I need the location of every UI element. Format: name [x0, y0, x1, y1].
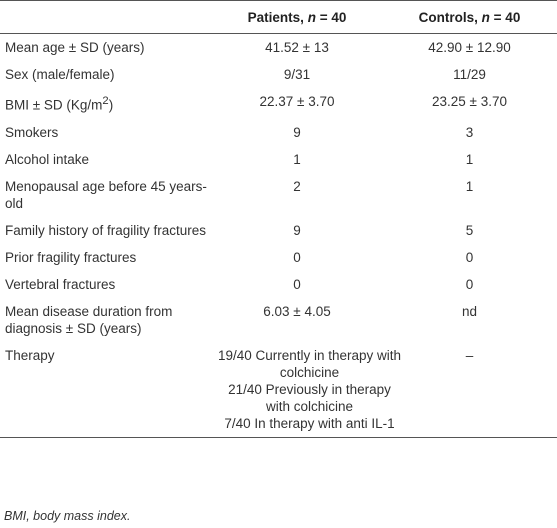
table-row: Alcohol intake 1 1: [0, 146, 557, 173]
table-row: Prior fragility fractures 0 0: [0, 244, 557, 271]
table-body: Mean age ± SD (years) 41.52 ± 13 42.90 ± 1…: [0, 34, 557, 438]
table-cell: 22.37 ± 3.70: [259, 94, 335, 109]
table-row: Family history of fragility fractures 9 5: [0, 217, 557, 244]
table-cell: 41.52 ± 13: [265, 40, 329, 55]
header-row: Patients, n = 40 Controls, n = 40: [0, 0, 557, 34]
table-cell: 9/31: [283, 67, 311, 82]
table-row: Smokers 9 3: [0, 119, 557, 146]
cell-line: 7/40 In therapy with anti IL-1: [224, 415, 395, 431]
header-text: = 40: [489, 9, 521, 25]
table-row: Mean disease duration from diagnosis ± S…: [0, 298, 557, 342]
table-cell: 0: [293, 276, 301, 292]
header-text: Patients,: [247, 9, 308, 25]
table-cell: 0: [465, 276, 474, 292]
table-cell: 23.25 ± 3.70: [432, 94, 507, 109]
data-table: Patients, n = 40 Controls, n = 40 Mean a…: [0, 0, 557, 438]
header-text: Controls,: [418, 9, 482, 25]
table-cell: Mean age ± SD (years): [5, 40, 145, 55]
header-text: n: [481, 9, 490, 25]
cell-text: 2: [102, 95, 109, 107]
table-cell: 3: [465, 124, 474, 140]
table-cell: 9: [293, 124, 301, 140]
table-cell: 1: [465, 151, 474, 167]
table-cell: Prior fragility fractures: [5, 249, 137, 265]
cell-line: 21/40 Previously in therapy with colchic…: [228, 381, 391, 414]
cell-text: BMI ± SD (Kg/m: [5, 97, 103, 113]
table-cell: –: [465, 347, 474, 363]
table-cell: BMI ± SD (Kg/m2): [0, 88, 212, 119]
table-row: Therapy 19/40 Currently in therapy with c…: [0, 342, 557, 438]
table-row: Mean age ± SD (years) 41.52 ± 13 42.90 ± 1…: [0, 34, 557, 62]
table-cell: 0: [293, 249, 301, 265]
table-cell: 0: [465, 249, 474, 265]
table-cell: 2: [293, 178, 301, 194]
table-cell: Therapy: [5, 347, 55, 363]
table-cell: 1: [293, 151, 301, 167]
header-cell: Controls, n = 40: [382, 1, 557, 34]
table-cell: Sex (male/female): [5, 67, 115, 82]
table-cell: 19/40 Currently in therapy with colchici…: [212, 342, 401, 438]
header-text: n: [307, 9, 316, 25]
table-cell: 42.90 ± 12.90: [428, 40, 511, 55]
table-cell: 9: [293, 222, 301, 238]
header-cell: [0, 1, 212, 34]
header-text: = 40: [315, 9, 347, 25]
cell-line: 19/40 Currently in therapy with colchici…: [217, 347, 402, 380]
table-row: Sex (male/female) 9/31 11/29: [0, 61, 557, 88]
table-cell: 1: [465, 178, 474, 194]
table-cell: Alcohol intake: [5, 151, 90, 167]
table-cell: Family history of fragility fractures: [5, 222, 207, 238]
cell-text: ): [108, 97, 114, 113]
table-cell: Smokers: [5, 124, 59, 140]
table-row: BMI ± SD (Kg/m2) 22.37 ± 3.70 23.25 ± 3.70: [0, 88, 557, 119]
table-row: Menopausal age before 45 years-old 2 1: [0, 173, 557, 217]
footnote: BMI, body mass index.: [4, 509, 131, 523]
header-cell: Patients, n = 40: [212, 1, 382, 34]
table-cell: 5: [465, 222, 474, 238]
table-cell: Mean disease duration from diagnosis ± S…: [5, 303, 173, 336]
table-cell: Vertebral fractures: [5, 276, 116, 292]
table-cell: 11/29: [453, 67, 486, 82]
table-row: Vertebral fractures 0 0: [0, 271, 557, 298]
table-cell: Menopausal age before 45 years-old: [5, 178, 207, 211]
table-cell: 6.03 ± 4.05: [263, 303, 331, 319]
table-cell: nd: [461, 303, 478, 319]
